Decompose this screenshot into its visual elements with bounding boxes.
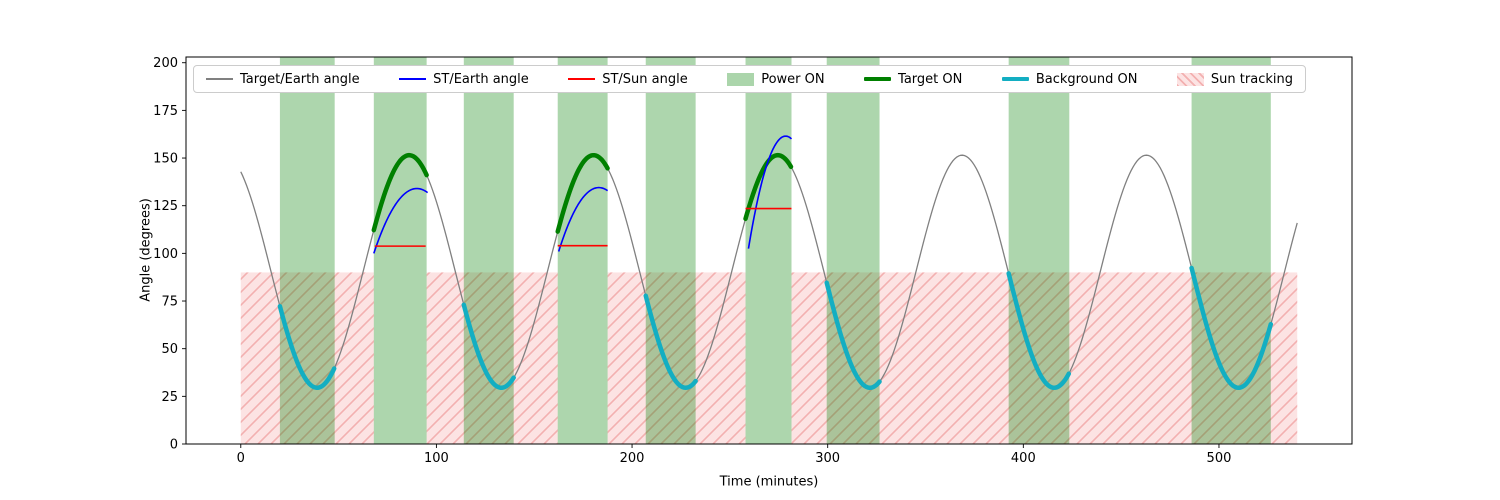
background-on-segment [1189, 265, 1274, 391]
legend-label: ST/Earth angle [433, 71, 529, 87]
background-on-segment [643, 293, 698, 391]
sun-tracking-hatch [791, 272, 1298, 444]
power-on-band [745, 57, 792, 444]
power-on-band [557, 57, 608, 444]
st-earth-angle-line [747, 135, 793, 249]
legend-label: Target/Earth angle [240, 71, 360, 87]
legend-thick-line-swatch [1001, 77, 1029, 81]
y-axis-label: Angle (degrees) [138, 198, 154, 302]
y-tick-label: 100 [153, 247, 178, 262]
legend-patch-swatch [727, 72, 755, 86]
legend-label: Background ON [1035, 71, 1138, 87]
power-on-band [1191, 57, 1271, 444]
target-on-segment [555, 152, 610, 234]
x-tick-label: 0 [237, 451, 245, 466]
legend-label: Power ON [761, 71, 825, 87]
legend-item-sun-tracking: Sun tracking [1176, 71, 1293, 87]
background-on-segment [461, 302, 516, 390]
x-tick-label: 500 [1207, 451, 1232, 466]
legend-item-target-earth-angle: Target/Earth angle [206, 72, 360, 87]
legend-item-st-sun-angle: ST/Sun angle [568, 72, 688, 87]
y-tick-label: 0 [170, 438, 178, 453]
y-tick-label: 50 [161, 342, 178, 357]
power-on-band [826, 57, 880, 444]
background-on-segment [824, 280, 882, 390]
power-on-band [645, 57, 696, 444]
legend-item-st-earth-angle: ST/Earth angle [399, 72, 529, 87]
legend-hatch-patch-swatch [1176, 72, 1204, 86]
y-tick-label: 200 [153, 56, 178, 71]
y-tick-label: 75 [161, 295, 178, 310]
y-tick-label: 150 [153, 152, 178, 167]
axes-frame [185, 56, 1353, 445]
legend-item-target-on: Target ON [864, 72, 962, 87]
legend-line-swatch [399, 78, 427, 80]
st-earth-angle-line [373, 187, 429, 254]
y-tick-label: 175 [153, 104, 178, 119]
sun-tracking-hatch [426, 272, 558, 444]
sun-tracking-hatch [607, 272, 746, 444]
x-tick-label: 300 [815, 451, 840, 466]
x-tick-label: 200 [620, 451, 645, 466]
legend-thick-line-swatch [864, 77, 892, 81]
legend: Target/Earth angle ST/Earth angle ST/Sun a… [193, 65, 1306, 93]
legend-item-background-on: Background ON [1001, 71, 1138, 87]
legend-item-power-on: Power ON [727, 71, 825, 87]
background-on-segment [1006, 271, 1072, 391]
legend-label: Target ON [898, 71, 963, 87]
power-on-band [1008, 57, 1070, 444]
sun-tracking-hatch [240, 272, 374, 444]
x-tick-label: 400 [1011, 451, 1036, 466]
legend-line-swatch [206, 78, 233, 80]
power-on-band [373, 57, 427, 444]
y-tick-label: 125 [153, 199, 178, 214]
legend-label: Sun tracking [1210, 71, 1293, 87]
x-tick-label: 100 [424, 451, 449, 466]
y-tick-label: 25 [161, 390, 178, 405]
target-on-segment [371, 152, 429, 233]
legend-label: ST/Sun angle [602, 71, 688, 87]
x-axis-label: Time (minutes) [719, 474, 819, 490]
background-on-segment [277, 303, 337, 390]
st-earth-angle-line [557, 186, 609, 252]
power-on-band [279, 57, 335, 444]
legend-line-swatch [568, 78, 596, 80]
